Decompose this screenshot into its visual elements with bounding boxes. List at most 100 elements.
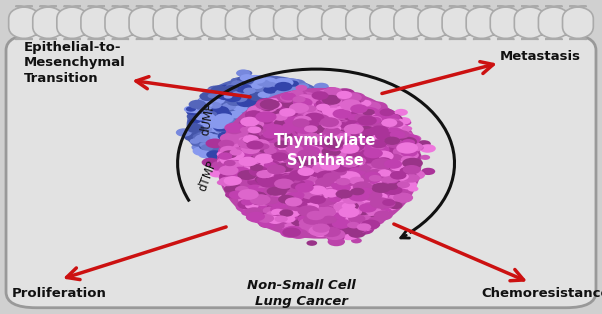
Circle shape: [321, 155, 340, 165]
Circle shape: [293, 115, 312, 125]
Circle shape: [296, 202, 308, 208]
Circle shape: [321, 194, 343, 206]
Circle shape: [274, 119, 290, 127]
Circle shape: [258, 147, 270, 153]
Circle shape: [326, 141, 341, 149]
Circle shape: [404, 181, 415, 187]
Circle shape: [265, 78, 277, 84]
Circle shape: [245, 185, 265, 195]
Circle shape: [304, 113, 324, 123]
Circle shape: [256, 80, 268, 86]
Circle shape: [358, 100, 371, 107]
Circle shape: [293, 139, 311, 149]
Circle shape: [364, 148, 383, 158]
Circle shape: [221, 90, 234, 97]
Circle shape: [375, 207, 392, 216]
Circle shape: [385, 132, 399, 139]
Circle shape: [341, 160, 360, 170]
Circle shape: [266, 117, 285, 127]
Circle shape: [284, 100, 304, 111]
Circle shape: [332, 107, 348, 116]
Circle shape: [402, 143, 414, 149]
Circle shape: [287, 113, 305, 123]
Circle shape: [222, 141, 235, 149]
Circle shape: [318, 224, 337, 234]
Circle shape: [314, 94, 335, 104]
Circle shape: [319, 116, 338, 126]
Circle shape: [337, 103, 352, 111]
Circle shape: [347, 157, 365, 167]
Circle shape: [324, 111, 339, 119]
Circle shape: [209, 102, 222, 109]
Circle shape: [238, 189, 259, 200]
Circle shape: [356, 110, 368, 116]
Circle shape: [290, 151, 308, 160]
Circle shape: [261, 127, 275, 135]
Circle shape: [199, 142, 210, 148]
Circle shape: [279, 209, 293, 217]
Circle shape: [368, 122, 388, 133]
Circle shape: [389, 161, 409, 171]
Circle shape: [315, 206, 336, 217]
Circle shape: [253, 160, 273, 170]
Circle shape: [268, 101, 288, 111]
Circle shape: [306, 240, 317, 246]
Circle shape: [260, 175, 281, 186]
Circle shape: [218, 154, 234, 163]
Text: Epithelial-to-
Mesenchymal
Transition: Epithelial-to- Mesenchymal Transition: [24, 41, 126, 85]
Circle shape: [245, 78, 261, 86]
Circle shape: [232, 88, 243, 94]
Circle shape: [267, 152, 287, 162]
Circle shape: [255, 100, 275, 110]
Circle shape: [246, 141, 264, 149]
Circle shape: [332, 195, 352, 206]
Circle shape: [205, 95, 225, 105]
Circle shape: [194, 123, 206, 129]
Circle shape: [190, 128, 202, 135]
Circle shape: [376, 185, 397, 196]
Circle shape: [338, 229, 359, 240]
Circle shape: [296, 129, 308, 135]
Circle shape: [303, 111, 324, 121]
Circle shape: [188, 106, 202, 113]
Circle shape: [379, 109, 394, 116]
Circle shape: [212, 85, 226, 93]
Circle shape: [320, 117, 339, 127]
Circle shape: [365, 161, 383, 170]
Circle shape: [316, 92, 335, 102]
Circle shape: [200, 112, 216, 121]
Circle shape: [278, 98, 296, 108]
Circle shape: [322, 188, 341, 198]
Circle shape: [268, 140, 286, 149]
Circle shape: [257, 97, 274, 106]
Circle shape: [238, 149, 253, 157]
Circle shape: [294, 115, 311, 123]
Circle shape: [365, 190, 386, 201]
Circle shape: [388, 188, 400, 195]
Circle shape: [276, 184, 290, 192]
Circle shape: [323, 127, 341, 136]
Circle shape: [322, 217, 337, 225]
Circle shape: [399, 134, 420, 145]
Circle shape: [208, 153, 223, 161]
FancyBboxPatch shape: [442, 6, 473, 39]
Circle shape: [301, 155, 320, 165]
Circle shape: [240, 149, 258, 158]
Circle shape: [319, 164, 339, 175]
Circle shape: [374, 159, 394, 169]
Circle shape: [250, 139, 270, 149]
Circle shape: [301, 154, 312, 160]
Circle shape: [249, 111, 263, 118]
Circle shape: [273, 196, 293, 207]
Circle shape: [191, 102, 208, 111]
Circle shape: [380, 155, 400, 166]
Circle shape: [210, 119, 229, 129]
Circle shape: [241, 170, 262, 180]
Circle shape: [190, 138, 207, 147]
Circle shape: [359, 188, 373, 195]
Circle shape: [316, 89, 338, 101]
Circle shape: [268, 215, 289, 225]
Circle shape: [236, 167, 253, 176]
Circle shape: [247, 111, 261, 118]
FancyBboxPatch shape: [249, 6, 281, 39]
